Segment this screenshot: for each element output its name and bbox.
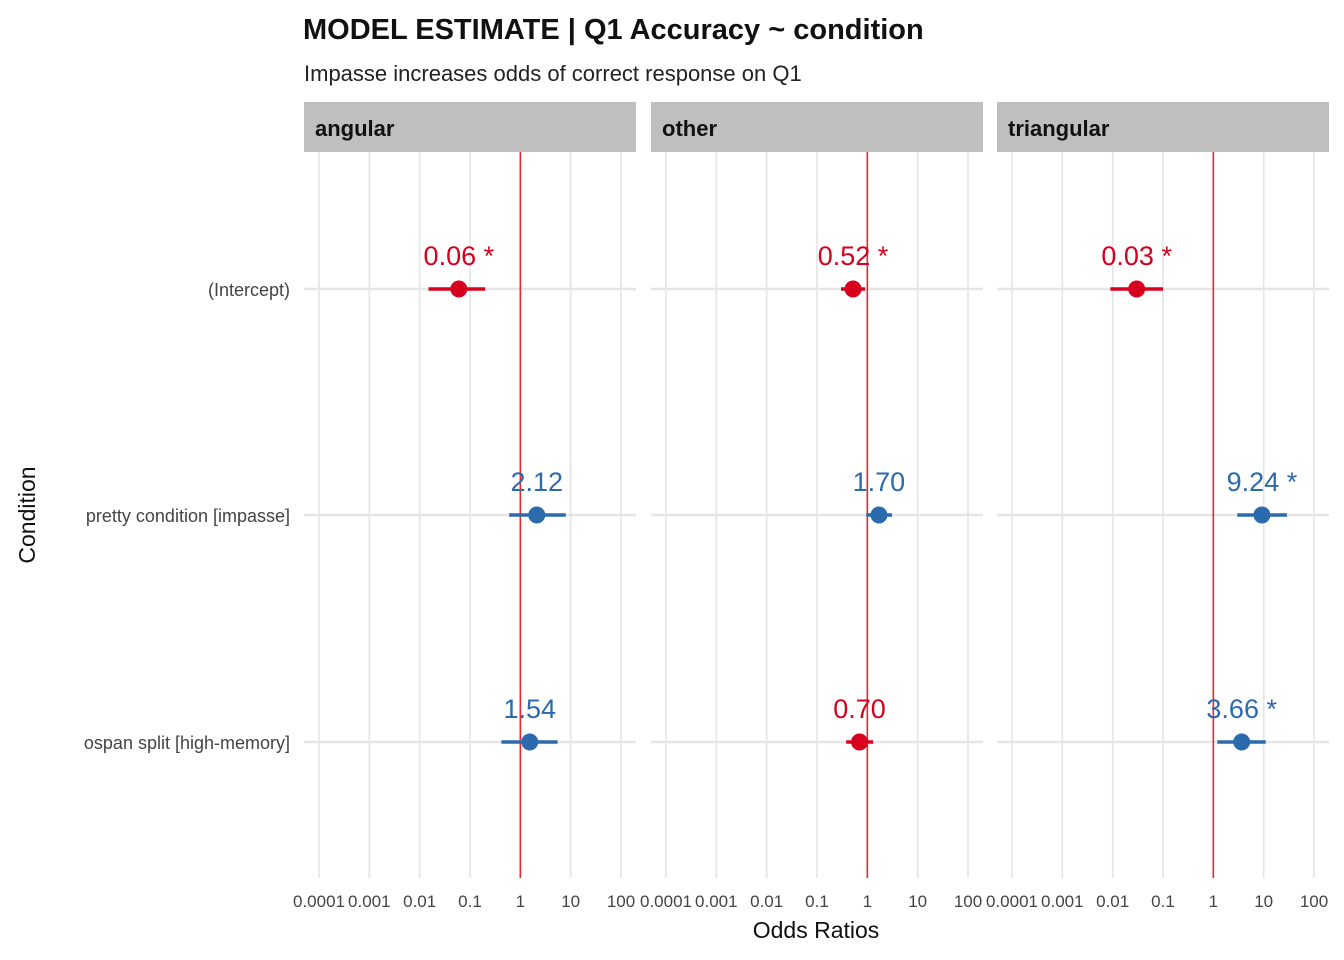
facet-panel-other: other 0.52 * 1.70 0.70 0.0001 0.001 0.01 0.1 1 10… [640, 102, 983, 911]
data-label: 2.12 [510, 467, 563, 497]
facet-strip-label: other [662, 116, 717, 141]
y-tick-label: pretty condition [impasse] [86, 506, 290, 526]
chart-subtitle: Impasse increases odds of correct respon… [304, 61, 802, 86]
x-tick-label: 0.1 [1151, 892, 1175, 911]
estimate-point [851, 733, 869, 751]
x-tick-label: 1 [863, 892, 872, 911]
x-tick-label: 0.0001 [986, 892, 1038, 911]
x-tick-label: 100 [1300, 892, 1328, 911]
x-tick-label: 0.0001 [293, 892, 345, 911]
estimate-point [521, 733, 539, 751]
x-tick-label: 0.01 [403, 892, 436, 911]
estimate-point [870, 506, 888, 524]
x-tick-label: 0.01 [750, 892, 783, 911]
estimate-point [1128, 280, 1146, 298]
facet-strip [997, 102, 1329, 152]
y-axis-title: Condition [14, 466, 40, 563]
estimate-point [1233, 733, 1251, 751]
estimate-point [844, 280, 862, 298]
facet-strip-label: triangular [1008, 116, 1110, 141]
data-label: 0.06 * [424, 241, 495, 271]
x-tick-label: 1 [1209, 892, 1218, 911]
x-tick-label: 1 [516, 892, 525, 911]
x-tick-label: 0.0001 [640, 892, 692, 911]
facet-panel-angular: angular 0.06 * 2.12 1.54 0.0001 0.001 0.01 0.1 1… [293, 102, 636, 911]
x-tick-label: 10 [908, 892, 927, 911]
data-label: 0.70 [833, 694, 886, 724]
x-tick-label: 0.1 [458, 892, 482, 911]
data-label: 0.52 * [818, 241, 889, 271]
facet-strip-label: angular [315, 116, 395, 141]
data-label: 1.70 [853, 467, 906, 497]
x-tick-label: 0.001 [1041, 892, 1084, 911]
y-tick-label: (Intercept) [208, 280, 290, 300]
x-tick-label: 0.01 [1096, 892, 1129, 911]
chart-title: MODEL ESTIMATE | Q1 Accuracy ~ condition [303, 14, 924, 46]
data-label: 0.03 * [1101, 241, 1172, 271]
x-tick-label: 10 [1254, 892, 1273, 911]
y-tick-label: ospan split [high-memory] [84, 733, 290, 753]
estimate-point [528, 506, 546, 524]
data-label: 1.54 [503, 694, 556, 724]
data-label: 3.66 * [1206, 694, 1277, 724]
x-tick-label: 0.001 [695, 892, 738, 911]
facet-strip [651, 102, 983, 152]
estimate-point [1253, 506, 1271, 524]
facet-panel-triangular: triangular 0.03 * 9.24 * 3.66 * 0.0001 0.001 0… [986, 102, 1329, 911]
x-tick-label: 0.001 [348, 892, 391, 911]
x-axis-title: Odds Ratios [753, 917, 880, 943]
data-label: 9.24 * [1227, 467, 1298, 497]
x-tick-label: 0.1 [805, 892, 829, 911]
facet-strip [304, 102, 636, 152]
estimate-point [450, 280, 468, 298]
x-tick-label: 100 [607, 892, 635, 911]
x-tick-label: 100 [954, 892, 982, 911]
x-tick-label: 10 [561, 892, 580, 911]
